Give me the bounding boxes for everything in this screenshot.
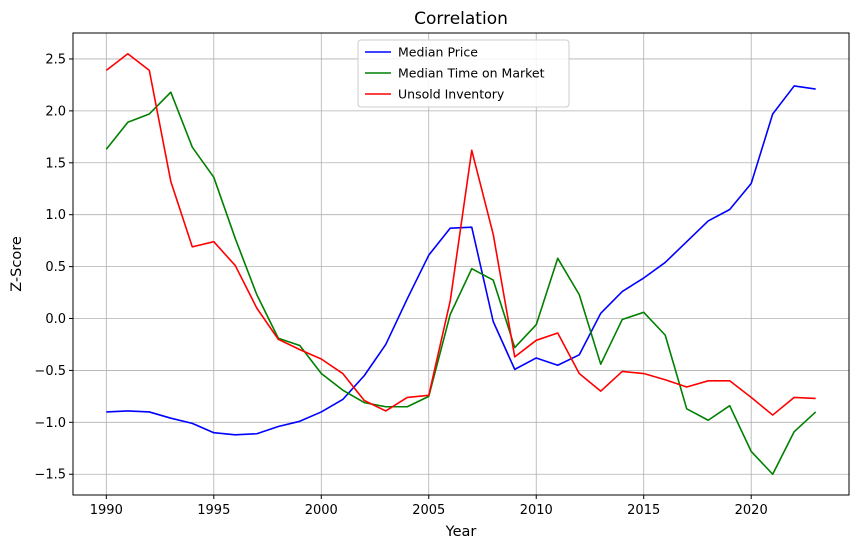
y-tick-label: 0.0 <box>45 312 66 327</box>
y-tick-label: 2.0 <box>45 104 66 119</box>
x-tick-label: 2000 <box>305 503 338 518</box>
legend-label-median-time-on-market: Median Time on Market <box>398 66 545 81</box>
x-tick-label: 2015 <box>627 503 660 518</box>
legend-label-unsold-inventory: Unsold Inventory <box>398 87 505 102</box>
x-axis-ticks: 1990 1995 2000 2005 2010 2015 2020 <box>90 495 768 518</box>
plot-frame <box>72 32 850 496</box>
y-tick-label: −1.5 <box>34 468 66 483</box>
y-tick-label: 1.5 <box>45 156 66 171</box>
chart-title: Correlation <box>414 9 508 29</box>
y-tick-label: 0.5 <box>45 260 66 275</box>
legend-box <box>357 39 570 108</box>
series-line-unsold-inventory <box>105 52 816 416</box>
x-tick-label: 2005 <box>412 503 445 518</box>
y-tick-label: −1.0 <box>34 416 66 431</box>
x-tick-label: 1990 <box>90 503 123 518</box>
x-tick-label: 1995 <box>197 503 230 518</box>
y-tick-label: −0.5 <box>34 364 66 379</box>
series-line-median-time-on-market <box>105 91 817 476</box>
y-axis-title: Z-Score <box>9 236 25 292</box>
y-tick-label: 2.5 <box>45 52 66 67</box>
legend-label-median-price: Median Price <box>398 45 478 60</box>
y-tick-label: 1.0 <box>45 208 66 223</box>
x-tick-label: 2010 <box>520 503 553 518</box>
y-axis-ticks: −1.5 −1.0 −0.5 0.0 0.5 1.0 1.5 2.0 2.5 <box>34 52 73 483</box>
x-axis-title: Year <box>445 524 477 540</box>
x-tick-label: 2020 <box>735 503 768 518</box>
grid <box>73 33 849 495</box>
legend: Median Price Median Time on Market Unsold … <box>357 39 570 108</box>
series-lines <box>105 52 817 476</box>
